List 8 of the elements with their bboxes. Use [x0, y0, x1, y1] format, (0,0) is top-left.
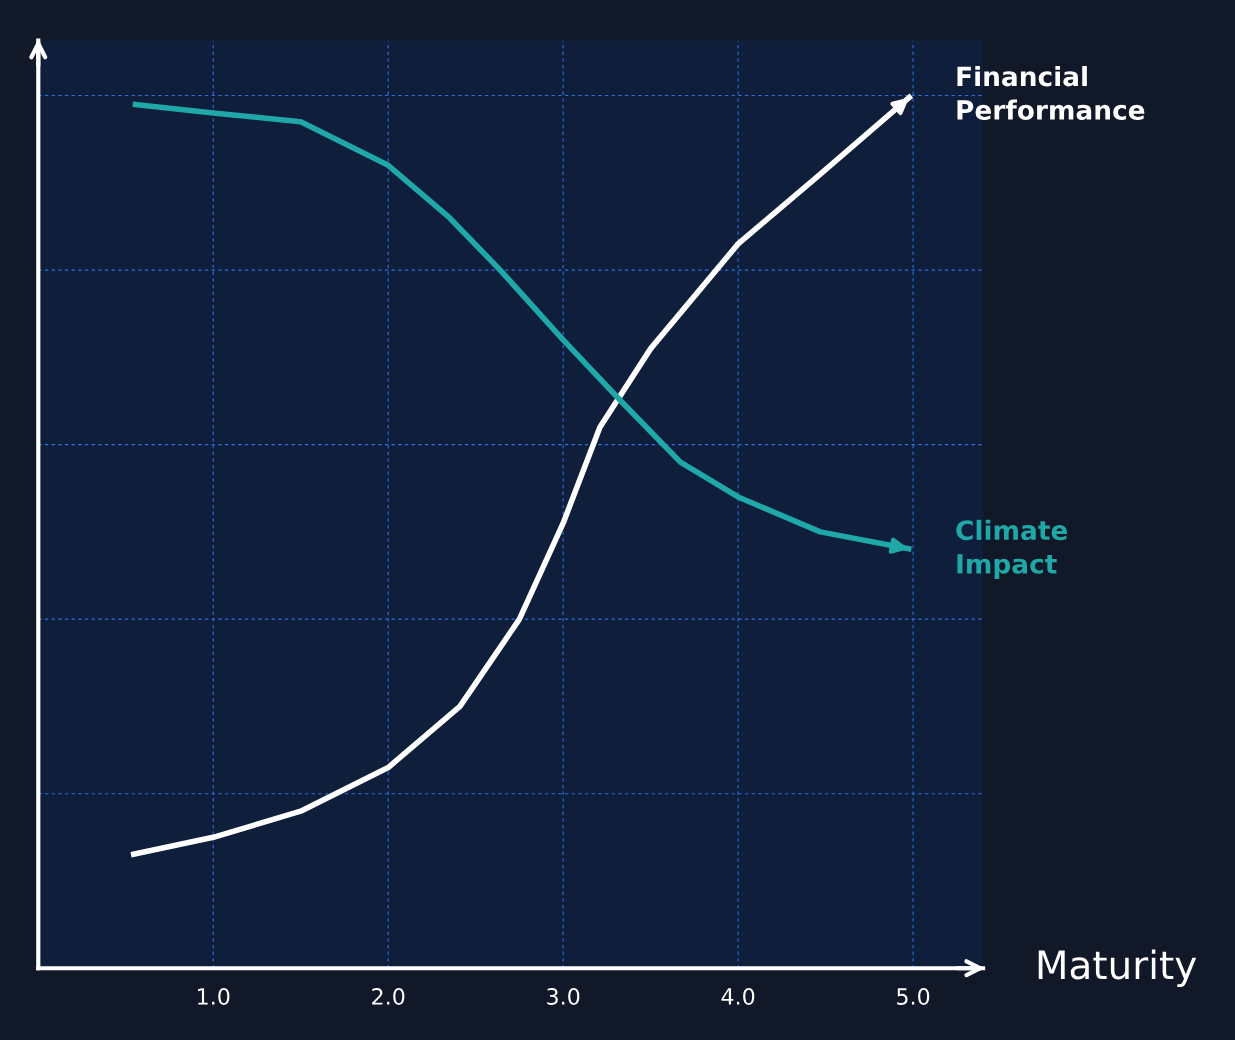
legend-label: Climate Impact — [956, 519, 1068, 579]
x-tick-label: 4.0 — [721, 988, 755, 1005]
legend-label: Financial Performance — [957, 65, 1145, 120]
x-tick-label: 3.0 — [547, 988, 580, 1005]
x-tick-label: 1.0 — [198, 988, 230, 1005]
x-axis-title: Maturity — [1038, 949, 1197, 988]
x-tick-label: 5.0 — [897, 988, 930, 1005]
x-tick-label: 2.0 — [372, 988, 405, 1005]
